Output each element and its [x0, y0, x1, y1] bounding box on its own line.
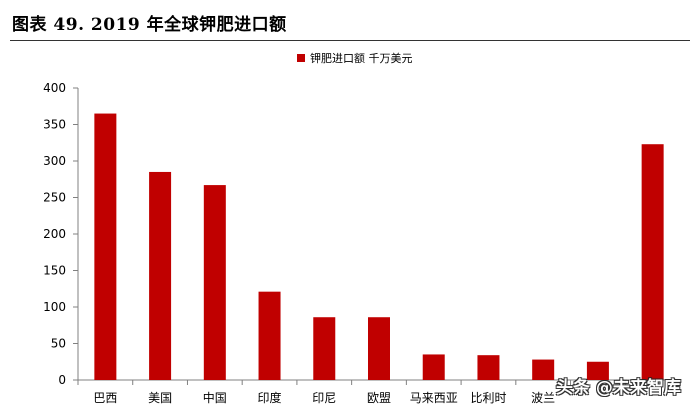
x-axis-ticks: [77, 380, 681, 385]
bar-6: [368, 317, 390, 380]
legend-swatch: [297, 54, 305, 62]
bar-3: [203, 185, 226, 380]
legend-label: 钾肥进口额 千万美元: [310, 51, 413, 65]
bar-series: [94, 113, 664, 381]
x-category-label: 比利时: [470, 391, 506, 405]
watermark: 头条 @未来智库: [556, 378, 681, 398]
y-axis-ticks: 0 50 100 150 200 250 300 350 400: [43, 81, 78, 387]
chart-legend: 钾肥进口额 千万美元: [297, 51, 413, 65]
bar-4: [258, 291, 281, 380]
bar-1: [94, 113, 117, 381]
bar-9: [532, 359, 555, 380]
figure-title: 图表 49. 2019 年全球钾肥进口额: [12, 15, 287, 35]
x-category-label: 中国: [203, 390, 227, 405]
bar-2: [149, 171, 172, 380]
bar-7: [422, 354, 445, 380]
y-tick-label: 50: [51, 337, 66, 351]
title-underline: [10, 40, 690, 41]
y-tick-label: 400: [43, 81, 66, 95]
y-tick-label: 250: [43, 191, 66, 205]
bar-11: [641, 144, 664, 380]
x-category-label: 印尼: [312, 391, 336, 405]
bar-8: [477, 355, 500, 380]
bar-10: [586, 361, 609, 380]
x-category-label: 美国: [148, 391, 172, 405]
y-tick-label: 100: [43, 300, 66, 314]
x-category-label: 印度: [258, 390, 282, 405]
y-tick-label: 200: [43, 227, 66, 241]
x-category-label: 马来西亚: [410, 391, 458, 405]
x-category-label: 波兰: [531, 391, 555, 405]
y-tick-label: 150: [43, 264, 66, 278]
y-tick-label: 300: [43, 154, 66, 168]
x-category-label: 欧盟: [367, 391, 391, 405]
x-axis-labels: 巴西 美国 中国 印度 印尼 欧盟 马来西亚 比利时 波兰: [93, 390, 555, 405]
y-tick-label: 350: [43, 118, 66, 132]
x-category-label: 巴西: [93, 391, 117, 405]
bar-5: [313, 317, 336, 380]
y-tick-label: 0: [58, 373, 66, 387]
